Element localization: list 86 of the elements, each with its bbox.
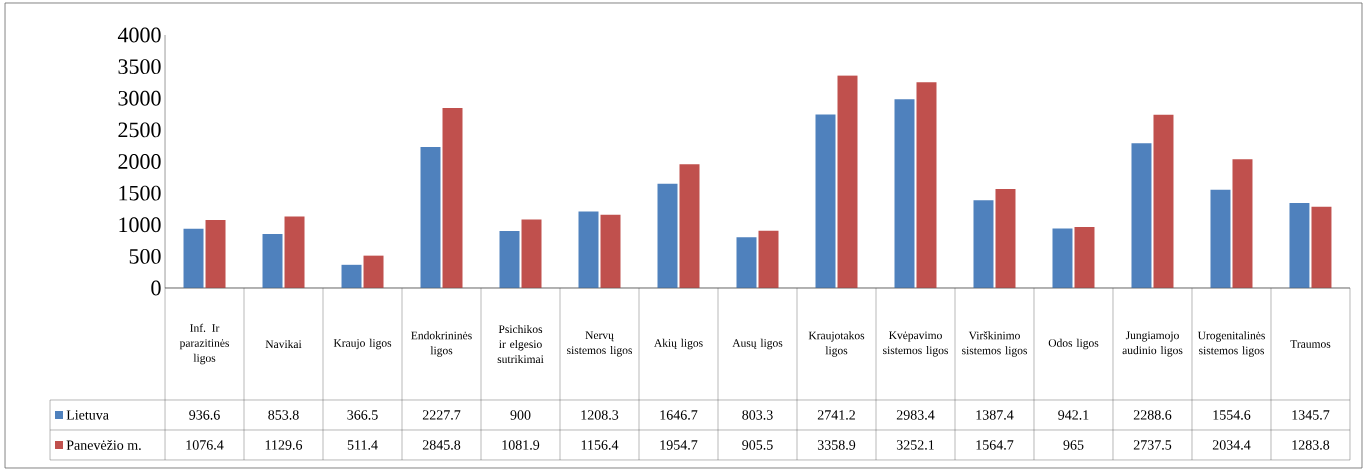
y-tick-label: 1000: [119, 217, 161, 233]
x-tick-label: Kraujotakos ligos: [808, 331, 865, 357]
x-tick-label: Virškinimo sistemos ligos: [962, 331, 1027, 357]
data-label: 366.5: [347, 410, 378, 420]
x-tick-label: Navikai: [265, 339, 302, 349]
data-label: 2288.6: [1133, 410, 1172, 420]
x-tick-label: Kvėpavimo sistemos ligos: [883, 331, 948, 357]
data-label: 2737.5: [1133, 440, 1172, 450]
data-label: 1076.4: [186, 440, 224, 450]
data-label: 803.3: [742, 410, 773, 420]
data-label: 1156.4: [581, 440, 619, 450]
bar: [1131, 143, 1152, 288]
x-tick-label: Jungiamojo audinio ligos: [1122, 331, 1183, 357]
bar: [916, 82, 937, 288]
y-tick-label: 2500: [118, 122, 161, 138]
data-label: 942.1: [1058, 410, 1089, 420]
data-label: 1283.8: [1292, 440, 1330, 450]
bar: [657, 183, 678, 288]
bar: [578, 211, 599, 288]
x-tick-label: Endokrininės ligos: [411, 331, 472, 357]
bar: [183, 228, 204, 288]
data-label: 3252.1: [896, 440, 934, 450]
data-label: 1564.7: [976, 440, 1014, 450]
y-tick-label: 1500: [119, 185, 161, 201]
bar: [758, 230, 779, 288]
data-label: 2227.7: [422, 410, 461, 420]
data-label: 2845.8: [422, 440, 461, 450]
data-label: 1646.7: [660, 410, 698, 420]
data-label: 1208.3: [581, 410, 619, 420]
bar: [894, 99, 915, 288]
y-tick-label: 500: [129, 248, 161, 264]
legend-label: Panevėžio m.: [66, 440, 141, 450]
x-tick-label: Psichikos ir elgesio sutrikimai: [497, 324, 544, 364]
data-label: 2741.2: [817, 410, 855, 420]
bar: [1210, 189, 1231, 288]
data-label: 1554.6: [1213, 410, 1251, 420]
data-label: 1387.4: [976, 410, 1014, 420]
bar: [341, 264, 362, 288]
y-tick-label: 3500: [118, 59, 161, 75]
x-tick-label: Akių ligos: [654, 338, 703, 350]
x-tick-label: Kraujo ligos: [333, 338, 392, 350]
data-label: 3358.9: [817, 440, 856, 450]
x-tick-label: Inf. Ir parazitinės ligos: [179, 323, 230, 365]
x-tick-label: Nervų sistemos ligos: [567, 331, 632, 357]
data-label: 1081.9: [502, 440, 540, 450]
data-label: 1129.6: [265, 440, 303, 450]
bar: [1232, 159, 1253, 288]
data-label: 511.4: [347, 440, 378, 450]
bar: [363, 255, 384, 288]
legend-label: Lietuva: [66, 410, 109, 420]
y-tick-label: 3000: [118, 90, 161, 106]
bar: [205, 219, 226, 288]
data-label: 936.6: [189, 410, 220, 420]
data-label: 853.8: [268, 410, 299, 420]
x-tick-label: Odos ligos: [1048, 338, 1099, 350]
data-label: 1345.7: [1292, 410, 1330, 420]
bar: [284, 216, 305, 288]
y-tick-label: 0: [151, 280, 161, 296]
bar: [1289, 202, 1310, 288]
x-tick-label: Urogenitalinės sistemos ligos: [1197, 331, 1265, 357]
bar: [420, 147, 441, 288]
bar: [499, 231, 520, 288]
data-label: 2034.4: [1212, 440, 1251, 450]
bar: [600, 214, 621, 288]
bar: [815, 114, 836, 288]
bar: [1153, 114, 1174, 288]
bar: [262, 233, 283, 288]
bar: [736, 237, 757, 288]
x-tick-label: Traumos: [1290, 340, 1331, 348]
y-tick-label: 4000: [117, 27, 161, 43]
bar: [1052, 228, 1073, 288]
data-label: 905.5: [742, 440, 773, 450]
y-tick-label: 2000: [118, 154, 161, 169]
bar: [973, 200, 994, 288]
data-label: 2983.4: [896, 410, 935, 420]
data-label: 965: [1063, 440, 1084, 450]
bar: [837, 75, 858, 288]
bar: [679, 164, 700, 288]
bar: [1074, 226, 1095, 288]
data-label: 900: [510, 410, 531, 420]
data-label: 1954.7: [660, 440, 698, 450]
bar: [521, 219, 542, 288]
x-tick-label: Ausų ligos: [732, 338, 783, 350]
bar: [442, 108, 463, 288]
bar: [995, 189, 1016, 288]
bar: [1311, 206, 1332, 288]
